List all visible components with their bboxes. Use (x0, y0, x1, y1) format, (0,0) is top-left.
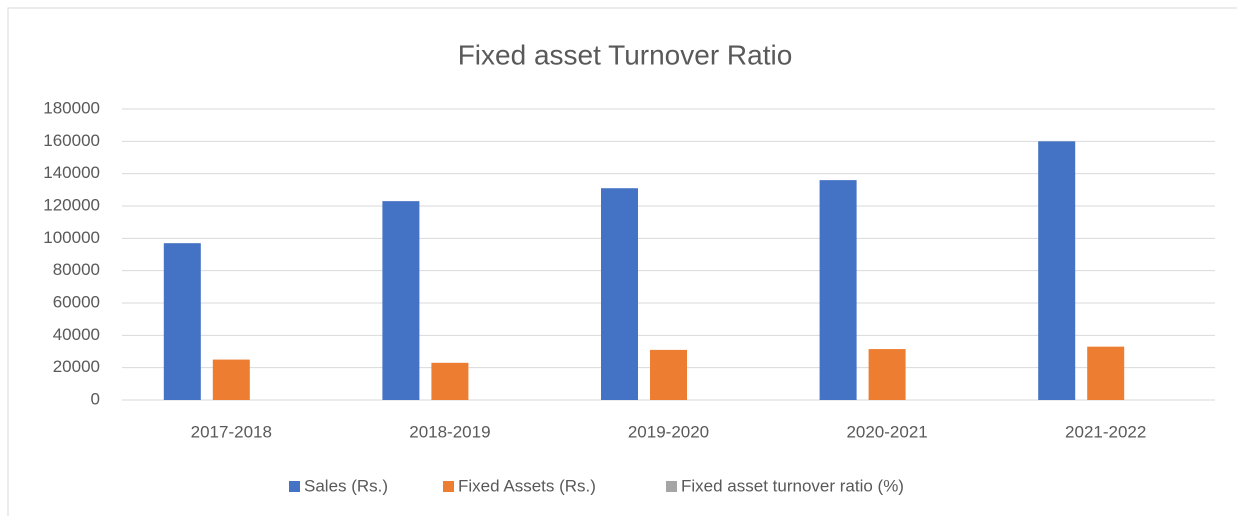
y-tick-label: 160000 (43, 131, 100, 150)
bar (819, 180, 857, 400)
bar (868, 349, 906, 400)
bar (601, 188, 638, 400)
legend-swatch (289, 481, 300, 492)
legend-label: Sales (Rs.) (304, 476, 388, 495)
y-tick-label: 40000 (53, 325, 100, 344)
x-tick-label: 2018-2019 (409, 422, 490, 441)
bar (382, 201, 420, 400)
bar (650, 349, 687, 400)
bar (431, 362, 469, 400)
y-tick-label: 180000 (43, 98, 100, 117)
legend-label: Fixed Assets (Rs.) (458, 476, 596, 495)
legend-label: Fixed asset turnover ratio (%) (681, 476, 904, 495)
bar (1038, 141, 1076, 401)
bar (1087, 346, 1125, 400)
y-tick-label: 80000 (53, 260, 100, 279)
y-tick-label: 120000 (43, 195, 100, 214)
x-tick-label: 2017-2018 (191, 422, 272, 441)
x-tick-label: 2020-2021 (846, 422, 927, 441)
legend-swatch (666, 481, 677, 492)
bar (163, 243, 201, 400)
y-tick-label: 100000 (43, 228, 100, 247)
x-tick-label: 2021-2022 (1065, 422, 1146, 441)
y-tick-label: 20000 (53, 357, 100, 376)
y-tick-label: 60000 (53, 292, 100, 311)
bar (212, 359, 250, 400)
x-tick-label: 2019-2020 (628, 422, 709, 441)
y-tick-label: 0 (91, 389, 100, 408)
legend-swatch (443, 481, 454, 492)
chart-title: Fixed asset Turnover Ratio (458, 39, 793, 70)
chart-border (7, 7, 1237, 516)
y-tick-label: 140000 (43, 163, 100, 182)
